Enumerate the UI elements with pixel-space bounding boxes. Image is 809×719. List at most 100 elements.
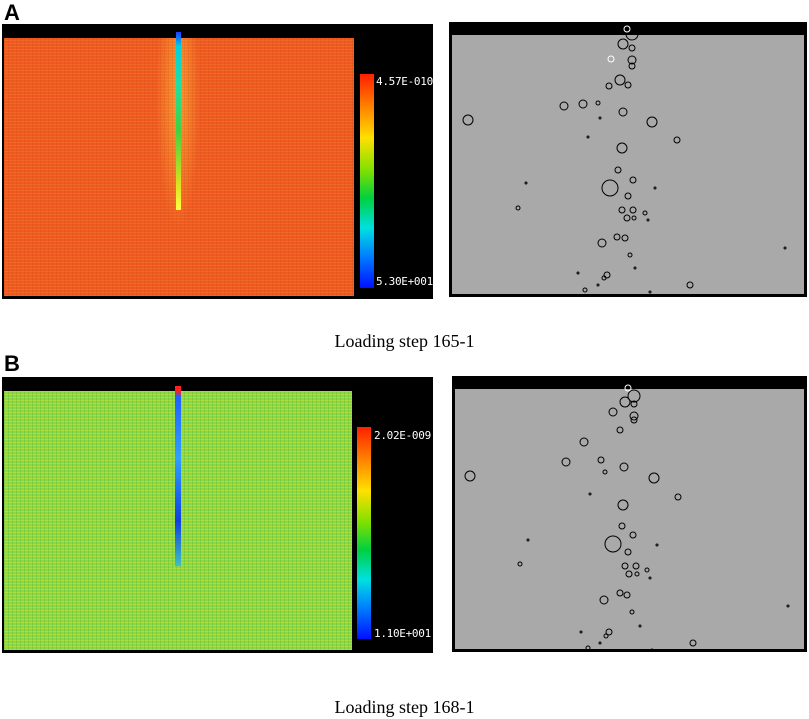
panel-a-event-circle	[623, 25, 631, 33]
panel-a-event-circle	[621, 234, 629, 242]
panel-a-ae-plot	[452, 35, 804, 294]
panel-b-event-circle	[629, 531, 637, 539]
panel-a-event-circle	[653, 186, 657, 190]
panel-a-event-circle	[618, 107, 628, 117]
panel-b-event-circle	[588, 492, 592, 496]
panel-b-event-circle	[632, 562, 640, 570]
panel-a-event-circle	[559, 101, 569, 111]
panel-a-event-circle	[601, 179, 619, 197]
panel-b-colorbar-min-label: 1.10E+001	[374, 627, 431, 640]
panel-b-event-circle	[634, 571, 640, 577]
panel-b-event-circle	[517, 561, 523, 567]
panel-a-event-circle	[627, 252, 633, 258]
panel-b-ae-plot	[455, 389, 804, 649]
panel-a-event-circle	[646, 116, 658, 128]
panel-b-event-circle	[608, 407, 618, 417]
panel-a-event-circle	[597, 238, 607, 248]
panel-a-event-circle	[607, 55, 615, 63]
panel-b-event-circle	[623, 591, 631, 599]
panel-a-event-circle	[614, 74, 626, 86]
panel-a-event-circle	[601, 275, 607, 281]
panel-a-event-circle	[462, 114, 474, 126]
panel-b-event-circle	[619, 396, 631, 408]
panel-b-event-circle	[650, 648, 654, 652]
panel-b-event-circle	[630, 400, 638, 408]
panel-b-event-circle	[629, 411, 639, 421]
panel-a-event-circle	[596, 283, 600, 287]
panel-a-event-circle	[629, 176, 637, 184]
panel-b-event-circle	[585, 645, 591, 651]
panel-b-event-circle	[627, 389, 641, 403]
panel-b-event-circle	[638, 624, 642, 628]
panel-a-event-circle	[624, 81, 632, 89]
panel-a-event-circle	[613, 233, 621, 241]
panel-a-letter: A	[4, 0, 20, 25]
panel-b-event-circle	[605, 628, 613, 636]
panel-b-event-circle	[624, 548, 632, 556]
panel-a-event-circle	[623, 214, 631, 222]
panel-b-event-circle	[597, 456, 605, 464]
panel-a-event-circle	[586, 135, 590, 139]
panel-b-event-circle	[602, 469, 608, 475]
panel-a-event-circle	[627, 55, 637, 65]
panel-a-event-circle	[614, 166, 622, 174]
panel-a-event-circle	[642, 210, 648, 216]
panel-a-event-circle	[631, 215, 637, 221]
panel-b-event-circle	[561, 457, 571, 467]
panel-a-event-circle	[783, 246, 787, 250]
panel-a-caption: Loading step 165-1	[334, 331, 475, 351]
panel-a-event-circle	[616, 142, 628, 154]
panel-a-event-circle	[625, 27, 639, 41]
panel-a-event-circle	[628, 44, 636, 52]
panel-b-colorbar-max-label: 2.02E-009	[374, 429, 431, 442]
panel-b-event-circle	[786, 604, 790, 608]
panel-b-crack	[175, 386, 181, 566]
panel-a-event-circle	[633, 266, 637, 270]
panel-a-event-circle	[598, 116, 602, 120]
panel-b-event-circle	[648, 576, 652, 580]
panel-b-event-circle	[625, 570, 633, 578]
panel-b-event-circle	[526, 538, 530, 542]
panel-a-colorbar	[360, 74, 374, 288]
panel-a-event-circle	[628, 62, 636, 70]
panel-a-event-circle	[629, 206, 637, 214]
panel-a-event-circle	[515, 205, 521, 211]
panel-b-event-circle	[598, 641, 602, 645]
panel-b-event-circle	[617, 499, 629, 511]
panel-a-event-circle	[595, 100, 601, 106]
panel-b-event-circle	[655, 543, 659, 547]
panel-b-event-circle	[689, 639, 697, 647]
panel-b-event-circle	[579, 630, 583, 634]
panel-b-event-circle	[599, 595, 609, 605]
panel-a-event-circle	[624, 192, 632, 200]
panel-b-event-circle	[619, 462, 629, 472]
panel-a-event-circle	[617, 38, 629, 50]
panel-b-event-circle	[604, 535, 622, 553]
panel-b-event-circle	[621, 562, 629, 570]
panel-a-crack	[176, 32, 181, 210]
panel-a-event-circle	[582, 287, 588, 293]
panel-b-event-circle	[624, 384, 632, 392]
panel-a-event-circle	[576, 271, 580, 275]
panel-a-event-circle	[648, 290, 652, 294]
panel-a-event-circle	[524, 181, 528, 185]
panel-b-event-circle	[616, 589, 624, 597]
panel-b-event-circle	[629, 609, 635, 615]
panel-a-event-circle	[603, 271, 611, 279]
panel-b-colorbar	[357, 427, 371, 639]
panel-b-letter: B	[4, 351, 20, 376]
panel-b-event-circle	[579, 437, 589, 447]
panel-b-event-circle	[630, 416, 638, 424]
panel-a-event-circle	[605, 82, 613, 90]
panel-b-event-circle	[603, 633, 609, 639]
panel-b-event-circle	[644, 567, 650, 573]
panel-a-colorbar-min-label: 5.30E+001	[376, 275, 433, 288]
panel-b-contour-field	[4, 391, 352, 650]
panel-b-event-circle	[464, 470, 476, 482]
panel-a-event-circle	[578, 99, 588, 109]
panel-a-colorbar-max-label: 4.57E-010	[376, 75, 433, 88]
panel-b-event-circle	[618, 522, 626, 530]
panel-a-event-circle	[686, 281, 694, 289]
